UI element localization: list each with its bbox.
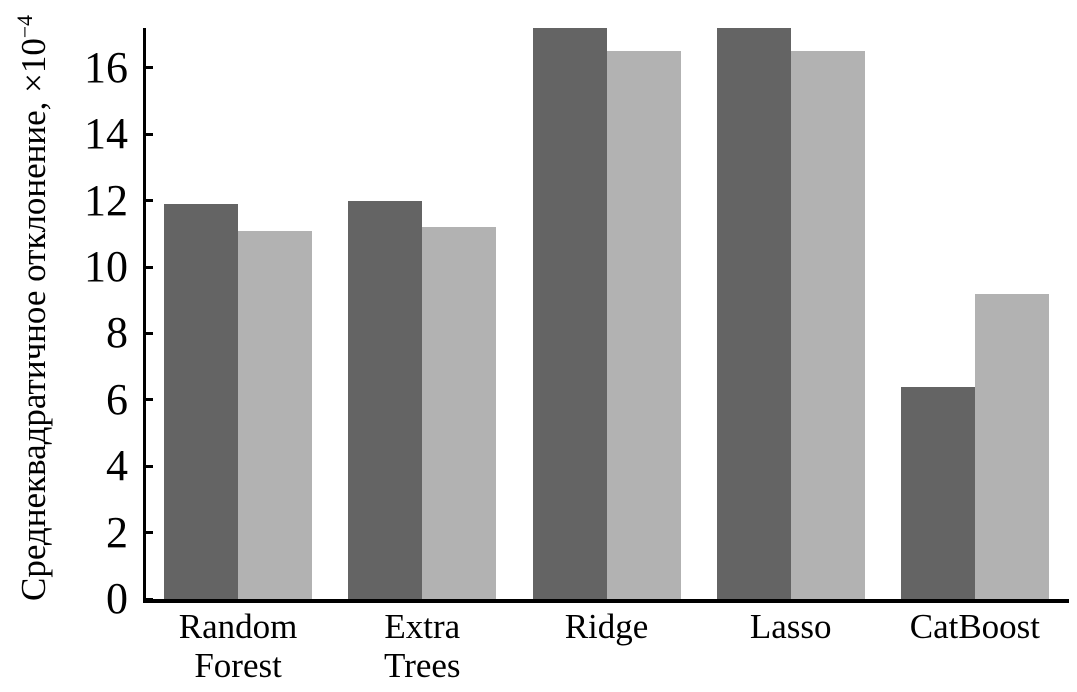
bar-extra-trees-dark bbox=[348, 200, 423, 599]
y-axis-tick bbox=[146, 531, 153, 535]
y-axis-tick bbox=[146, 66, 153, 70]
y-axis-tick bbox=[146, 398, 153, 402]
y-axis-tick bbox=[146, 597, 153, 601]
x-tick-label-extra-trees: Extra Trees bbox=[302, 607, 542, 685]
y-tick-label: 8 bbox=[106, 308, 128, 358]
bar-random-forest-dark bbox=[164, 203, 239, 599]
y-tick-label: 10 bbox=[84, 242, 128, 292]
x-tick-label-line: Extra bbox=[384, 607, 461, 646]
x-tick-label-line: Lasso bbox=[749, 607, 832, 646]
y-tick-label: 14 bbox=[84, 109, 128, 159]
bar-extra-trees-light bbox=[422, 227, 497, 599]
y-tick-label: 6 bbox=[106, 374, 128, 424]
y-axis-tick bbox=[146, 331, 153, 335]
bar-catboost-dark bbox=[900, 386, 975, 599]
x-tick-label-line: Ridge bbox=[564, 607, 649, 646]
bar-ridge-dark bbox=[532, 28, 607, 599]
y-tick-label: 12 bbox=[84, 175, 128, 225]
x-tick-label-line: CatBoost bbox=[909, 607, 1041, 646]
y-axis-tick bbox=[146, 199, 153, 203]
y-axis-label-exponent: −4 bbox=[13, 15, 38, 39]
x-tick-label-ridge: Ridge bbox=[487, 607, 727, 646]
bar-lasso-dark bbox=[716, 28, 791, 599]
bar-random-forest-light bbox=[238, 230, 313, 599]
y-axis-tick bbox=[146, 464, 153, 468]
x-tick-label-line: Trees bbox=[384, 646, 461, 685]
y-axis-line bbox=[143, 28, 146, 603]
y-axis-tick bbox=[146, 132, 153, 136]
x-axis-line bbox=[143, 599, 1069, 603]
x-tick-label-catboost: CatBoost bbox=[855, 607, 1077, 646]
y-axis-tick bbox=[146, 265, 153, 269]
x-tick-label-line: Random bbox=[178, 607, 298, 646]
bar-ridge-light bbox=[606, 51, 681, 599]
y-tick-label: 16 bbox=[84, 42, 128, 92]
x-tick-label-lasso: Lasso bbox=[671, 607, 911, 646]
bar-lasso-light bbox=[790, 51, 865, 599]
y-tick-label: 4 bbox=[106, 441, 128, 491]
y-tick-label: 2 bbox=[106, 507, 128, 557]
x-tick-label-random-forest: Random Forest bbox=[118, 607, 358, 685]
y-tick-label: 0 bbox=[106, 574, 128, 623]
x-tick-label-line: Forest bbox=[194, 646, 282, 685]
bar-catboost-light bbox=[974, 293, 1049, 599]
